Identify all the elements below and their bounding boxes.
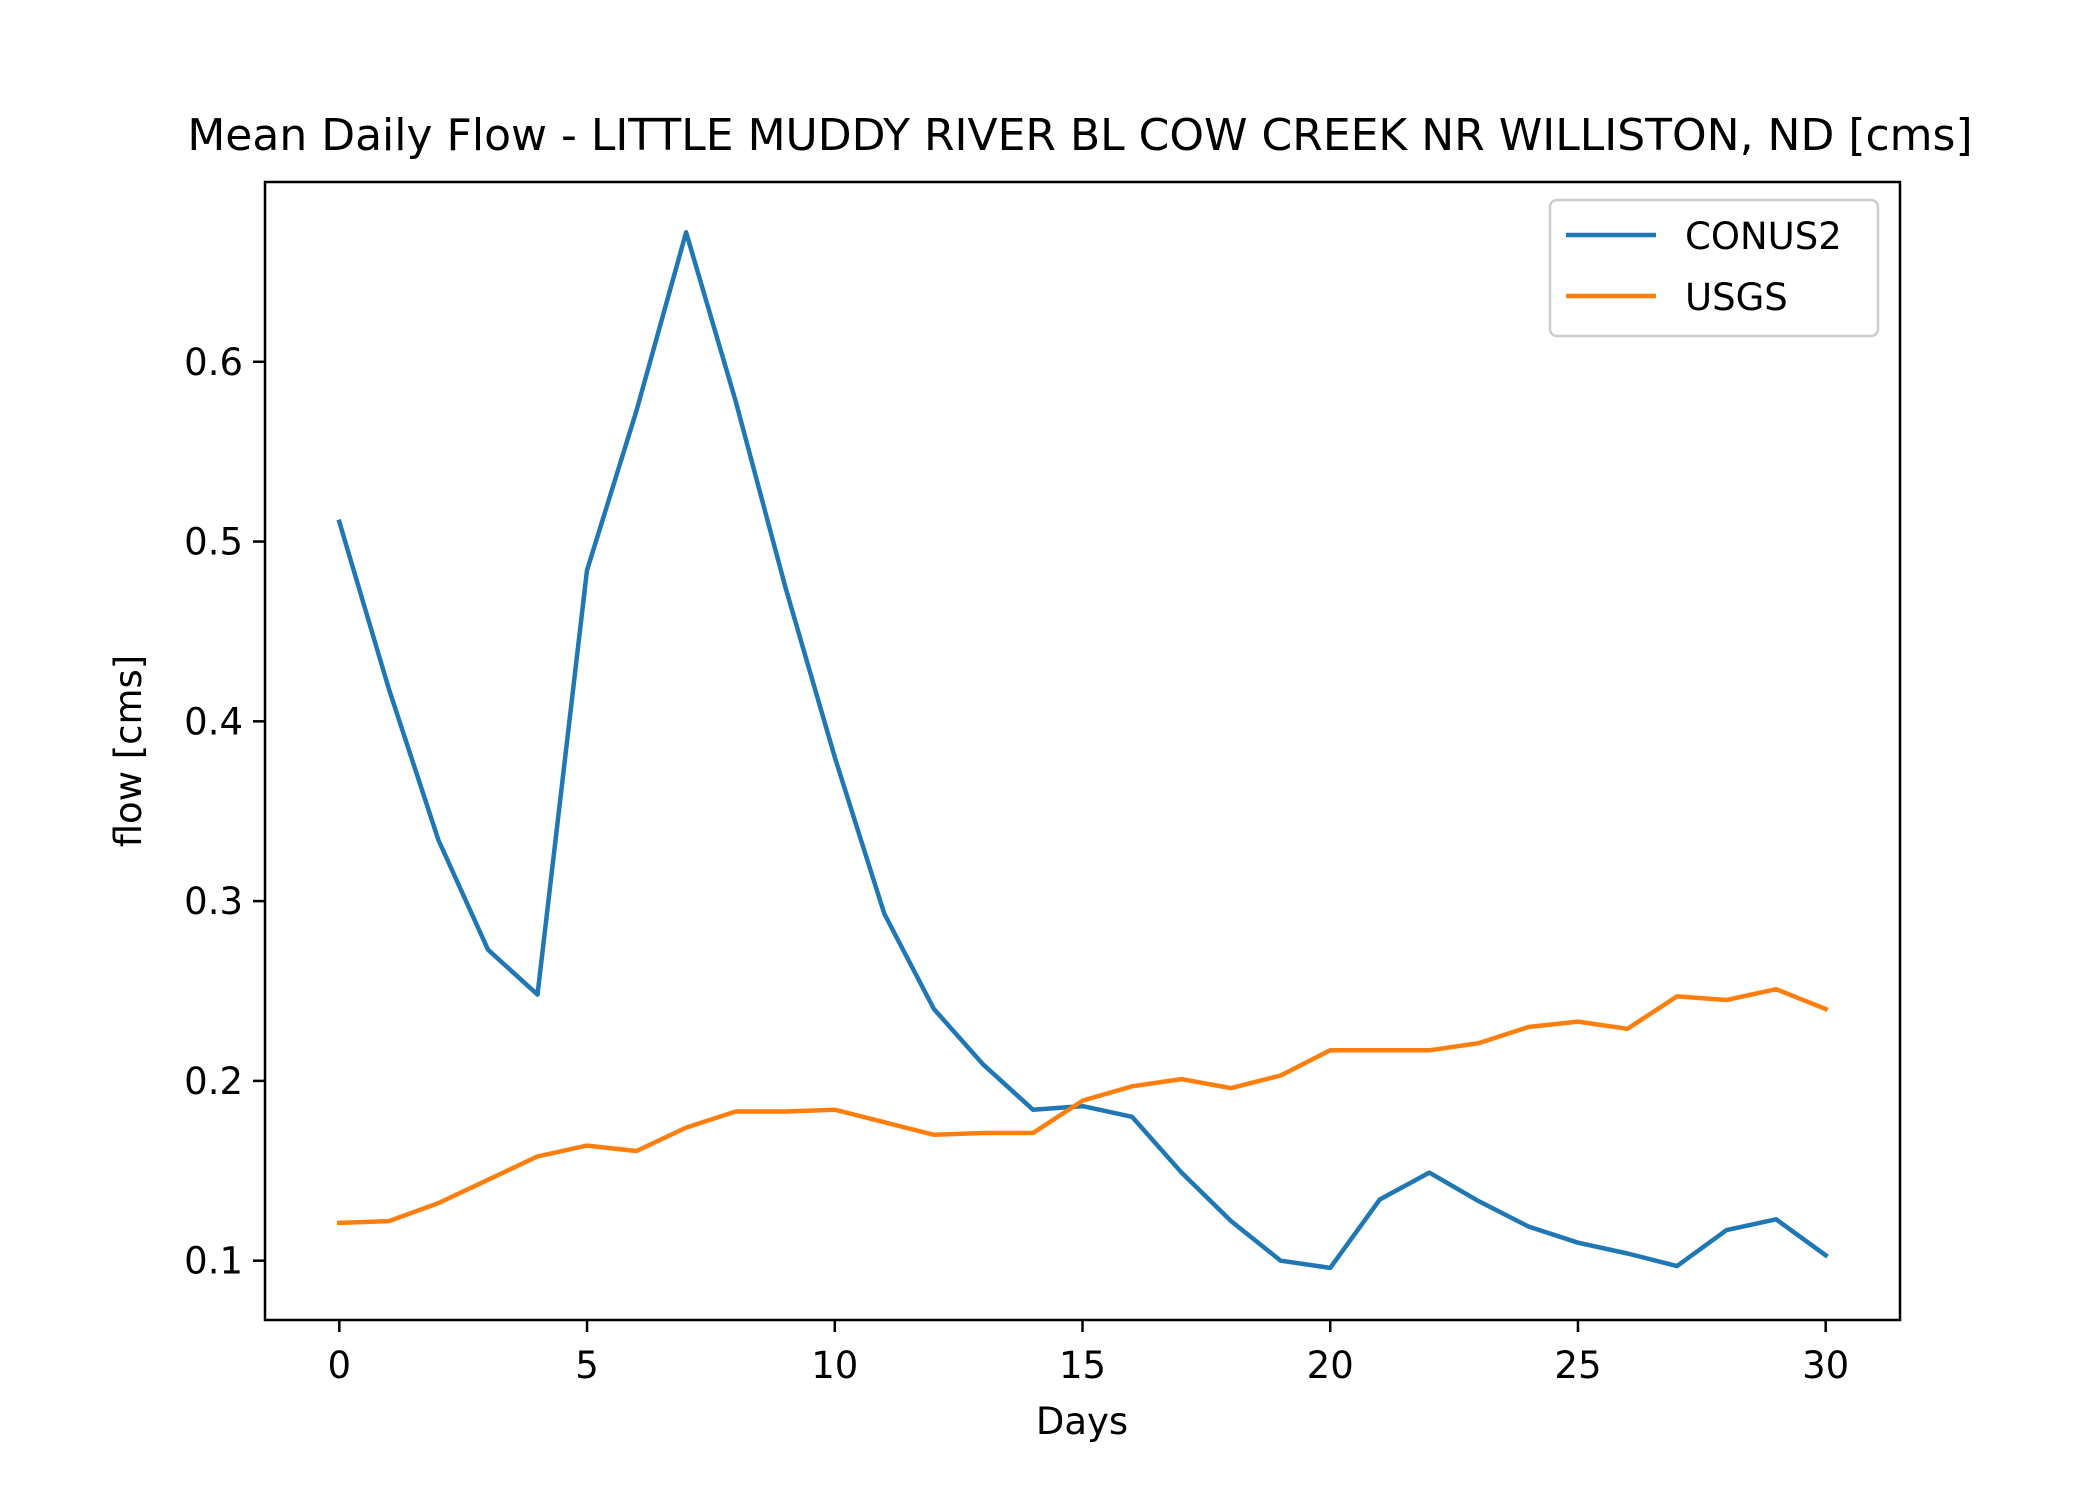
chart-title: Mean Daily Flow - LITTLE MUDDY RIVER BL …	[187, 110, 1972, 161]
x-tick-label: 20	[1307, 1344, 1354, 1387]
y-axis-label: flow [cms]	[107, 655, 150, 848]
plot-series	[336, 230, 1829, 1271]
x-tick-label: 15	[1059, 1344, 1106, 1387]
y-tick-label: 0.2	[184, 1060, 243, 1103]
x-tick-label: 30	[1802, 1344, 1849, 1387]
x-axis-label: Days	[1036, 1400, 1128, 1443]
series-line-conus2	[336, 230, 1829, 1271]
plot-area-frame	[263, 180, 1902, 1322]
x-tick-label: 5	[575, 1344, 599, 1387]
y-tick-label: 0.3	[184, 880, 243, 923]
legend: CONUS2 USGS	[1548, 198, 1880, 338]
x-tick-label: 0	[328, 1344, 352, 1387]
series-line-usgs	[336, 986, 1829, 1226]
x-tick-label: 25	[1554, 1344, 1601, 1387]
x-axis-ticks: 0 5 10 15 20 25 30	[328, 1320, 1849, 1387]
y-tick-label: 0.6	[184, 341, 243, 384]
legend-label-usgs: USGS	[1685, 276, 1788, 319]
y-tick-label: 0.1	[184, 1240, 243, 1283]
y-tick-label: 0.5	[184, 521, 243, 564]
y-tick-label: 0.4	[184, 700, 243, 743]
y-axis-ticks: 0.1 0.2 0.3 0.4 0.5 0.6	[184, 341, 265, 1283]
x-tick-label: 10	[811, 1344, 858, 1387]
legend-label-conus2: CONUS2	[1685, 215, 1842, 258]
